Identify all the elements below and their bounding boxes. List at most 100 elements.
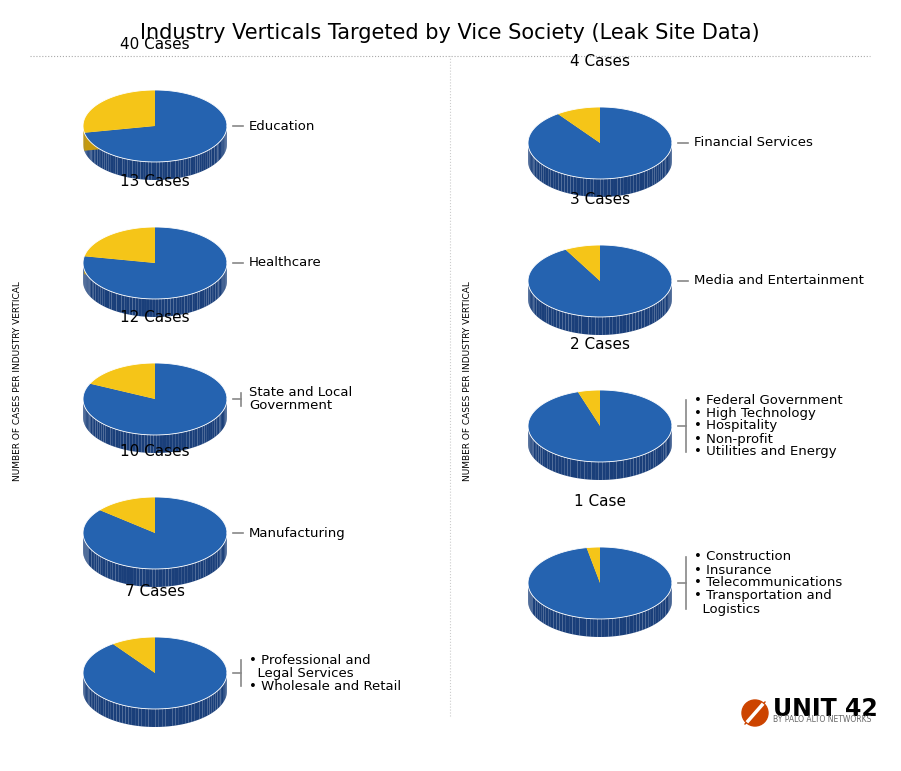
Polygon shape [116, 703, 120, 722]
Polygon shape [87, 411, 88, 430]
Polygon shape [535, 442, 537, 461]
Polygon shape [210, 148, 212, 167]
Polygon shape [640, 612, 642, 631]
Polygon shape [149, 569, 152, 587]
Polygon shape [623, 460, 627, 478]
Polygon shape [153, 299, 156, 317]
Polygon shape [133, 567, 136, 586]
Polygon shape [135, 160, 138, 179]
Polygon shape [574, 460, 578, 478]
Polygon shape [124, 295, 127, 314]
Polygon shape [215, 281, 217, 301]
Polygon shape [609, 316, 613, 335]
Polygon shape [214, 145, 216, 164]
Polygon shape [614, 178, 617, 197]
Polygon shape [562, 311, 566, 331]
Polygon shape [122, 295, 124, 314]
Polygon shape [209, 422, 211, 441]
Polygon shape [141, 161, 143, 180]
Polygon shape [175, 567, 178, 586]
Polygon shape [113, 428, 115, 447]
Polygon shape [162, 709, 166, 727]
Polygon shape [576, 617, 579, 635]
Polygon shape [651, 450, 653, 470]
Polygon shape [130, 297, 132, 315]
Polygon shape [94, 282, 96, 301]
Polygon shape [86, 683, 87, 703]
Polygon shape [566, 312, 569, 332]
Text: Government: Government [249, 399, 332, 412]
Polygon shape [127, 160, 130, 178]
Polygon shape [219, 278, 220, 298]
Polygon shape [596, 317, 599, 335]
Polygon shape [588, 317, 592, 335]
Polygon shape [605, 462, 609, 480]
Polygon shape [215, 691, 217, 710]
Polygon shape [151, 162, 154, 180]
Polygon shape [89, 414, 91, 433]
Polygon shape [537, 601, 539, 620]
Polygon shape [558, 456, 561, 474]
Polygon shape [103, 151, 105, 170]
Polygon shape [627, 176, 630, 194]
Polygon shape [187, 295, 190, 313]
Polygon shape [182, 296, 185, 315]
Polygon shape [98, 555, 101, 574]
Polygon shape [143, 161, 146, 180]
Polygon shape [184, 431, 187, 450]
Polygon shape [193, 293, 195, 311]
Polygon shape [132, 707, 135, 726]
Polygon shape [196, 155, 197, 173]
Polygon shape [551, 609, 553, 628]
Polygon shape [569, 313, 571, 332]
Polygon shape [106, 153, 109, 172]
Polygon shape [197, 701, 200, 720]
Polygon shape [623, 617, 626, 635]
Polygon shape [548, 608, 551, 628]
Polygon shape [611, 178, 614, 197]
Polygon shape [594, 179, 597, 197]
Polygon shape [123, 158, 125, 177]
Polygon shape [99, 422, 101, 441]
Polygon shape [652, 167, 655, 186]
Polygon shape [154, 162, 157, 180]
Polygon shape [93, 692, 95, 711]
Polygon shape [203, 425, 205, 444]
Polygon shape [157, 162, 159, 180]
Polygon shape [109, 153, 111, 173]
Polygon shape [650, 168, 652, 187]
Polygon shape [568, 458, 570, 477]
Polygon shape [216, 144, 217, 163]
Polygon shape [645, 453, 648, 472]
Polygon shape [590, 179, 594, 197]
Polygon shape [218, 415, 219, 435]
Polygon shape [141, 434, 144, 453]
Polygon shape [149, 162, 151, 180]
Polygon shape [188, 157, 191, 176]
Polygon shape [223, 544, 224, 563]
Polygon shape [613, 461, 616, 480]
Polygon shape [94, 418, 96, 437]
Polygon shape [543, 605, 546, 625]
Polygon shape [205, 424, 207, 443]
Polygon shape [191, 157, 193, 175]
Polygon shape [193, 563, 196, 581]
Text: • Hospitality: • Hospitality [694, 419, 778, 433]
Polygon shape [105, 699, 108, 719]
Text: • Federal Government: • Federal Government [694, 393, 842, 406]
Polygon shape [648, 608, 651, 628]
Polygon shape [604, 179, 607, 197]
Polygon shape [170, 161, 173, 179]
Polygon shape [662, 600, 664, 619]
Polygon shape [217, 550, 219, 569]
Polygon shape [204, 558, 205, 577]
Polygon shape [88, 277, 89, 296]
Polygon shape [603, 317, 605, 335]
Polygon shape [191, 703, 195, 722]
Polygon shape [114, 292, 116, 311]
Polygon shape [172, 567, 175, 586]
Polygon shape [565, 250, 600, 299]
Polygon shape [195, 702, 197, 721]
Polygon shape [141, 709, 145, 726]
Polygon shape [617, 177, 621, 196]
